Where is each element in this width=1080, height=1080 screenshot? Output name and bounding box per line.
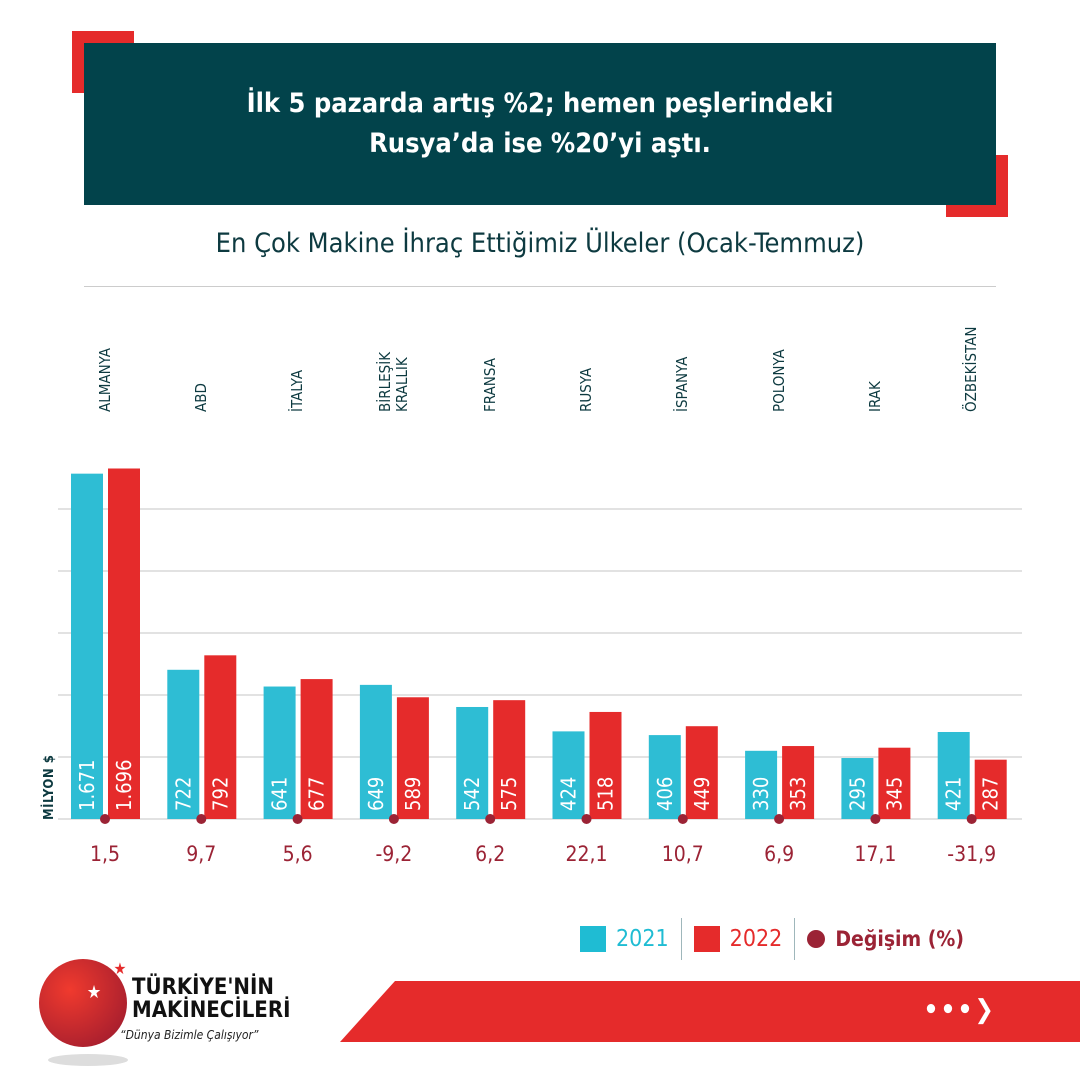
- bar-2021: [648, 735, 681, 819]
- legend-swatch-2021: [580, 926, 606, 952]
- bar-2021: [937, 731, 970, 819]
- svg-text:★: ★: [87, 982, 102, 1003]
- change-dot: [388, 814, 399, 824]
- change-dot: [677, 814, 688, 824]
- logo-line-1: TÜRKİYE'NİN: [132, 975, 274, 1000]
- bar-2021: [745, 750, 778, 819]
- bar-value-label-2022: 1.696: [112, 760, 136, 812]
- bar-value-label-2021: 406: [653, 777, 677, 811]
- change-value-label: 10,7: [662, 842, 704, 866]
- bar-2022: [108, 468, 140, 819]
- legend-separator: [680, 918, 682, 960]
- bar-value-label-2022: 353: [786, 777, 810, 811]
- change-value-label: 22,1: [565, 842, 607, 866]
- headline-line-2: Rusya’da ise %20’yi aştı.: [369, 128, 711, 159]
- bar-value-label-2021: 1.671: [75, 760, 99, 812]
- bar-value-label-2022: 518: [594, 777, 618, 811]
- bar-value-label-2021: 421: [942, 777, 966, 811]
- bar-value-label-2022: 677: [305, 777, 329, 811]
- bar-2021: [167, 669, 200, 819]
- change-dot: [870, 814, 881, 824]
- bar-2022: [396, 697, 429, 819]
- chart-title: En Çok Makine İhraç Ettiğimiz Ülkeler (O…: [215, 228, 865, 259]
- logo-wordmark: TÜRKİYE'NİN MAKİNECİLERİ: [132, 976, 290, 1022]
- legend: 2021 2022 Değişim (%): [568, 918, 976, 960]
- legend-label-change: Değişim (%): [835, 927, 964, 951]
- legend-2021: 2021: [568, 926, 681, 952]
- legend-dot-change: [807, 930, 826, 948]
- bar-value-label-2021: 722: [171, 777, 195, 811]
- bar-2021: [263, 686, 296, 819]
- bar-value-label-2022: 589: [401, 777, 425, 811]
- svg-text:★: ★: [114, 959, 127, 978]
- bar-value-label-2022: 575: [497, 777, 521, 811]
- bar-value-label-2022: 287: [979, 777, 1003, 811]
- legend-label-2022: 2022: [729, 926, 783, 952]
- bar-2022: [974, 759, 1007, 819]
- legend-2022: 2022: [682, 926, 795, 952]
- headline-banner: İlk 5 pazarda artış %2; hemen peşlerinde…: [84, 43, 996, 205]
- bar-2021: [841, 758, 874, 819]
- change-value-label: 5,6: [283, 842, 313, 866]
- bar-2021: [552, 731, 585, 819]
- headline-line-1: İlk 5 pazarda artış %2; hemen peşlerinde…: [246, 88, 834, 119]
- legend-swatch-2022: [693, 926, 720, 952]
- corner-accent-bottom-right: [996, 155, 1008, 217]
- footer-band: [340, 981, 1080, 1042]
- bar-2022: [589, 711, 622, 819]
- bar-2021: [359, 684, 392, 819]
- change-value-label: 1,5: [90, 842, 120, 866]
- bar-value-label-2021: 641: [268, 777, 292, 811]
- bar-value-label-2021: 295: [845, 777, 869, 811]
- bar-value-label-2021: 542: [460, 777, 484, 811]
- bar-value-label-2021: 330: [749, 777, 773, 811]
- change-value-label: 6,9: [764, 842, 794, 866]
- legend-change: Değişim (%): [795, 927, 976, 951]
- bar-2022: [685, 726, 718, 819]
- next-arrow-icon[interactable]: •••❯: [923, 995, 996, 1025]
- corner-accent-top-left: [72, 31, 84, 93]
- bar-2021: [456, 706, 489, 819]
- change-value-label: -31,9: [947, 842, 996, 866]
- bar-chart: 1.671 1.696 1,5 722 792 9,7 641 677 5,6 649 589 -9,…: [58, 468, 1022, 866]
- bar-2022: [782, 746, 815, 819]
- bar-value-label-2022: 449: [690, 777, 714, 811]
- logo-emblem: ★ ★: [39, 959, 128, 1066]
- change-dot: [966, 814, 977, 824]
- change-dot: [196, 814, 207, 824]
- bar-2022: [204, 655, 237, 819]
- change-value-label: 9,7: [186, 842, 216, 866]
- change-dot: [292, 814, 303, 824]
- bar-value-label-2022: 345: [882, 777, 906, 811]
- divider: [84, 286, 996, 287]
- bar-2022: [300, 679, 333, 819]
- bar-value-label-2021: 649: [364, 777, 388, 811]
- bar-2022: [493, 700, 526, 819]
- change-value-label: 6,2: [475, 842, 505, 866]
- change-value-label: 17,1: [854, 842, 896, 866]
- change-dot: [485, 814, 496, 824]
- bar-2021: [71, 473, 103, 819]
- change-dot: [581, 814, 592, 824]
- logo-slogan: “Dünya Bizimle Çalışıyor”: [120, 1028, 259, 1042]
- change-value-label: -9,2: [375, 842, 412, 866]
- change-dot: [774, 814, 785, 824]
- bar-value-label-2021: 424: [557, 777, 581, 811]
- corner-accent-top-left: [72, 31, 134, 43]
- bar-2022: [878, 747, 911, 819]
- corner-accent-bottom-right: [946, 205, 1008, 217]
- legend-separator: [794, 918, 796, 960]
- bar-value-label-2022: 792: [208, 777, 232, 811]
- change-dot: [100, 814, 110, 824]
- legend-label-2021: 2021: [616, 926, 669, 952]
- logo-line-2: MAKİNECİLERİ: [132, 998, 291, 1023]
